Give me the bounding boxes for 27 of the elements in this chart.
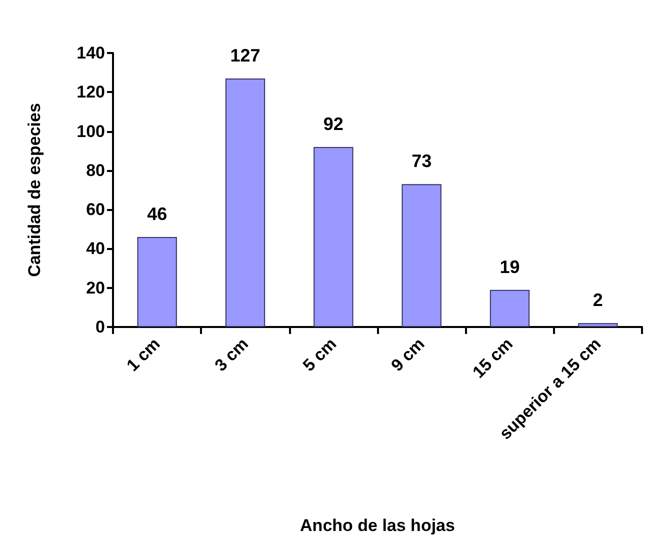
- y-axis-title: Cantidad de especies: [25, 103, 44, 277]
- data-label: 2: [592, 290, 603, 310]
- data-label: 92: [323, 114, 344, 134]
- x-axis-title: Ancho de las hojas: [300, 516, 455, 535]
- data-label: 46: [147, 204, 168, 224]
- bar: [314, 146, 354, 327]
- y-tick-label: 0: [96, 318, 105, 336]
- data-label: 19: [500, 256, 520, 277]
- x-tick-label: 9 cm: [387, 334, 428, 376]
- y-tick-label: 140: [76, 44, 105, 62]
- data-label: 73: [412, 151, 432, 172]
- bar: [578, 323, 618, 327]
- y-tick-label: 60: [86, 200, 105, 220]
- x-tick-label: 1 cm: [122, 334, 164, 376]
- data-label: 127: [230, 45, 260, 66]
- bar: [490, 290, 530, 327]
- y-tick-label: 120: [76, 82, 105, 102]
- y-tick-label: 100: [76, 122, 105, 141]
- bar: [137, 236, 177, 327]
- x-tick-label: 5 cm: [299, 334, 340, 376]
- y-tick-label: 80: [86, 160, 105, 180]
- x-tick-label: 15 cm: [468, 334, 516, 382]
- x-tick-label: 3 cm: [211, 334, 252, 376]
- y-tick-label: 20: [86, 278, 105, 298]
- y-tick-label: 40: [86, 239, 105, 258]
- bar: [402, 184, 442, 327]
- bar: [225, 78, 266, 327]
